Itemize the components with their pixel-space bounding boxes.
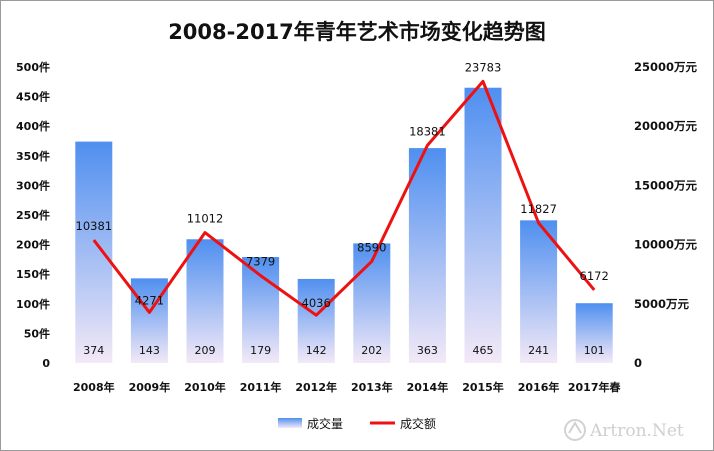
- left-tick-label: 250件: [16, 208, 50, 222]
- line-value-label: 18381: [409, 124, 446, 138]
- bar: [464, 87, 502, 363]
- bar-value-label: 179: [250, 344, 271, 357]
- left-tick-label: 0: [42, 357, 50, 370]
- right-tick-label: 0: [634, 356, 642, 370]
- bar-value-label: 363: [417, 344, 438, 357]
- line-value-label: 23783: [465, 60, 502, 74]
- bar: [408, 148, 446, 363]
- legend: 成交量 成交额: [278, 416, 436, 431]
- line-value-label: 8590: [357, 240, 386, 254]
- bar-value-label: 143: [139, 344, 160, 357]
- x-tick-label: 2012年: [295, 380, 337, 394]
- bar: [186, 239, 224, 363]
- x-tick-label: 2009年: [129, 380, 171, 394]
- x-tick-label: 2015年: [462, 380, 504, 394]
- x-tick-label: 2008年: [73, 380, 115, 394]
- legend-line-label: 成交额: [400, 416, 436, 431]
- left-tick-label: 500件: [16, 60, 50, 74]
- bar: [297, 278, 335, 363]
- line-value-label: 4036: [302, 296, 331, 310]
- x-tick-label: 2013年: [351, 380, 393, 394]
- line-value-labels: 10381 4271 11012 7379 4036 8590 18381 23783 1182…: [76, 60, 609, 310]
- bar-value-label: 202: [361, 344, 382, 357]
- bar-series: [75, 87, 613, 363]
- x-tick-label: 2011年: [240, 380, 282, 394]
- watermark-logo-mark-icon: [568, 421, 582, 434]
- left-tick-label: 350件: [16, 149, 50, 163]
- bar-value-labels: 374 143 209 179 142 202 363 465 241 101: [83, 344, 604, 357]
- line-value-label: 4271: [135, 293, 164, 307]
- left-tick-label: 300件: [16, 178, 50, 192]
- left-tick-label: 50件: [24, 326, 50, 340]
- bar-value-label: 101: [584, 344, 605, 357]
- bar-value-label: 465: [473, 344, 494, 357]
- left-tick-label: 200件: [16, 238, 50, 252]
- left-axis-ticks: 0 50件 100件 150件 200件 250件 300件 350件 400件 450件 500件: [16, 60, 50, 370]
- bar: [575, 303, 613, 363]
- bar: [75, 141, 113, 363]
- x-tick-label: 2017年春: [568, 380, 622, 394]
- right-tick-label: 15000万元: [634, 178, 698, 192]
- line-value-label: 10381: [76, 219, 113, 233]
- watermark-logo-icon: [564, 419, 586, 441]
- bar-value-label: 374: [83, 344, 104, 357]
- right-tick-label: 25000万元: [634, 60, 698, 74]
- right-tick-label: 20000万元: [634, 119, 698, 133]
- right-axis-ticks: 0 5000万元 10000万元 15000万元 20000万元 25000万元: [634, 60, 698, 370]
- chart-title: 2008-2017年青年艺术市场变化趋势图: [168, 20, 546, 44]
- x-tick-label: 2016年: [518, 380, 560, 394]
- left-tick-label: 150件: [16, 267, 50, 281]
- line-value-label: 11827: [520, 202, 557, 216]
- bar-value-label: 241: [528, 344, 549, 357]
- x-tick-label: 2010年: [184, 380, 226, 394]
- left-tick-label: 450件: [16, 90, 50, 104]
- right-tick-label: 10000万元: [634, 238, 698, 252]
- watermark: Artron.Net: [564, 419, 684, 441]
- line-value-label: 7379: [246, 255, 275, 269]
- right-tick-label: 5000万元: [634, 297, 690, 311]
- bar-value-label: 209: [195, 344, 216, 357]
- line-series-path: [92, 79, 596, 317]
- left-tick-label: 400件: [16, 119, 50, 133]
- bar-value-label: 142: [306, 344, 327, 357]
- left-tick-label: 100件: [16, 297, 50, 311]
- bar: [520, 220, 558, 363]
- legend-bar-swatch: [278, 418, 302, 428]
- line-value-label: 11012: [187, 212, 224, 226]
- x-tick-label: 2014年: [407, 380, 449, 394]
- watermark-text: Artron.Net: [589, 421, 684, 441]
- x-axis-labels: 2008年 2009年 2010年 2011年 2012年 2013年 2014年 2015年…: [73, 380, 622, 394]
- legend-bar-label: 成交量: [307, 416, 343, 431]
- line-value-label: 6172: [580, 269, 609, 283]
